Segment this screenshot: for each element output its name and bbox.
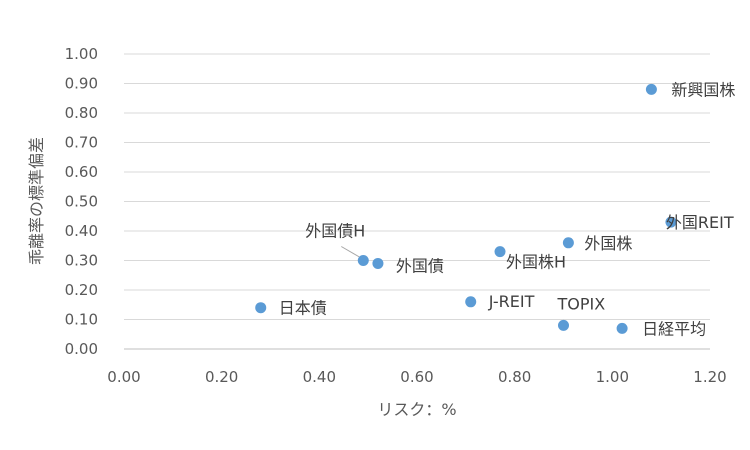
data-point bbox=[465, 296, 477, 308]
point-label: 外国株 bbox=[584, 234, 632, 253]
data-point bbox=[558, 319, 569, 331]
y-tick-label: 1.00 bbox=[65, 45, 98, 63]
x-tick-label: 0.00 bbox=[107, 368, 140, 386]
y-axis-title: 乖離率の標準偏差 bbox=[27, 137, 46, 265]
y-tick-label: 0.70 bbox=[65, 134, 98, 152]
point-label: 日本債 bbox=[279, 299, 327, 318]
y-tick-label: 0.30 bbox=[65, 252, 98, 270]
data-point bbox=[645, 83, 657, 95]
point-label: 外国債H bbox=[305, 222, 365, 241]
y-tick-label: 0.20 bbox=[65, 281, 98, 299]
data-point bbox=[494, 246, 506, 258]
point-label: 外国株H bbox=[506, 253, 566, 272]
point-label: 新興国株 bbox=[671, 80, 735, 99]
data-point bbox=[616, 322, 628, 334]
point-label: 外国REIT bbox=[666, 213, 734, 232]
label-leader-line bbox=[341, 246, 361, 258]
x-tick-label: 0.80 bbox=[498, 368, 531, 386]
x-tick-label: 0.20 bbox=[205, 368, 238, 386]
data-point bbox=[357, 255, 369, 266]
point-label: J-REIT bbox=[488, 292, 535, 311]
y-tick-label: 0.80 bbox=[65, 104, 98, 122]
y-tick-label: 0.90 bbox=[65, 75, 98, 93]
x-tick-label: 1.20 bbox=[693, 368, 726, 386]
x-tick-label: 1.00 bbox=[596, 368, 629, 386]
data-point bbox=[665, 216, 677, 228]
y-tick-label: 0.00 bbox=[65, 340, 98, 358]
point-label: 日経平均 bbox=[642, 319, 706, 338]
point-label: 外国債 bbox=[396, 256, 444, 275]
data-point bbox=[372, 257, 384, 269]
data-point bbox=[255, 302, 267, 314]
x-tick-label: 0.60 bbox=[400, 368, 433, 386]
gridlines bbox=[124, 53, 710, 350]
x-axis-title: リスク：% bbox=[377, 400, 456, 419]
y-tick-label: 0.10 bbox=[65, 311, 98, 329]
point-label: TOPIX bbox=[557, 294, 606, 313]
data-point bbox=[562, 237, 574, 249]
y-tick-label: 0.50 bbox=[65, 193, 98, 211]
y-tick-label: 0.60 bbox=[65, 163, 98, 181]
x-axis-ticks: 0.00 0.20 0.40 0.60 0.80 1.00 1.20 bbox=[107, 368, 726, 386]
leader-lines bbox=[341, 246, 361, 258]
data-points bbox=[255, 83, 677, 334]
y-axis-ticks: 0.00 0.10 0.20 0.30 0.40 0.50 0.60 0.70 0.80 0.90… bbox=[65, 45, 98, 358]
y-tick-label: 0.40 bbox=[65, 222, 98, 240]
x-tick-label: 0.40 bbox=[303, 368, 336, 386]
